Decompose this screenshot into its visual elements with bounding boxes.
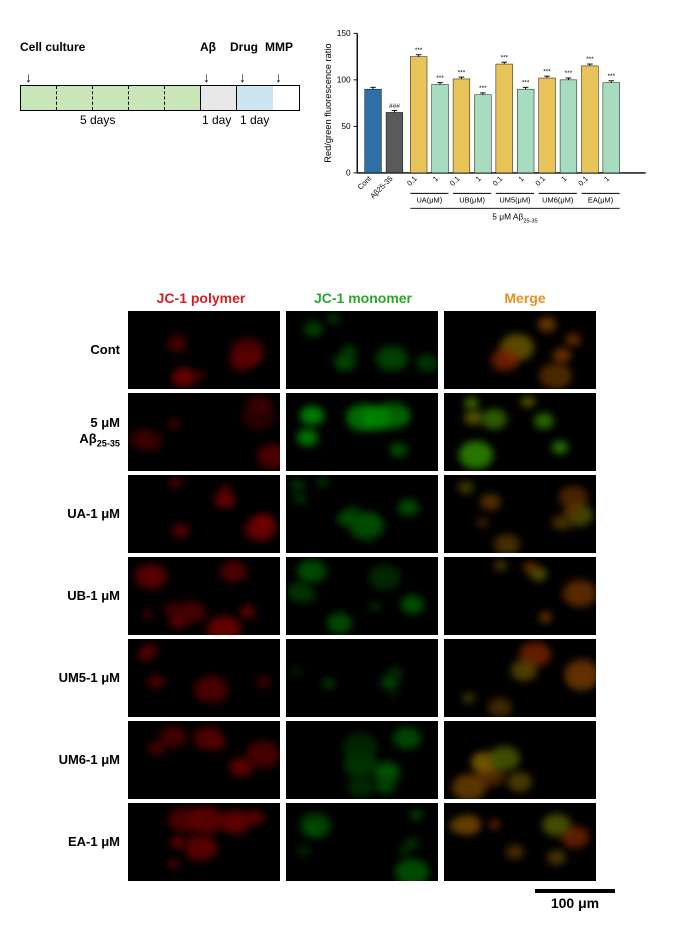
fluorescence-image-grid: JC-1 polymer JC-1 monomer Merge Cont 5 μMAβ… bbox=[20, 290, 655, 911]
row-label: EA-1 μM bbox=[20, 834, 128, 850]
svg-text:0.1: 0.1 bbox=[448, 174, 462, 188]
scale-bar-label: 100 μm bbox=[535, 895, 615, 911]
fluorescence-image bbox=[128, 639, 280, 717]
column-header: Merge bbox=[449, 290, 601, 306]
fluorescence-image bbox=[444, 393, 596, 471]
fluorescence-image bbox=[286, 311, 438, 389]
fluorescence-image bbox=[286, 803, 438, 881]
svg-text:5 μM Aβ25-35: 5 μM Aβ25-35 bbox=[492, 211, 537, 224]
row-label: UA-1 μM bbox=[20, 506, 128, 522]
scale-bar: 100 μm bbox=[535, 889, 615, 911]
image-row: Cont bbox=[20, 311, 655, 389]
image-row: EA-1 μM bbox=[20, 803, 655, 881]
fluorescence-image bbox=[444, 803, 596, 881]
svg-text:100: 100 bbox=[337, 75, 351, 85]
column-header: JC-1 polymer bbox=[125, 290, 277, 306]
fluorescence-image bbox=[444, 721, 596, 799]
fluorescence-image bbox=[128, 393, 280, 471]
row-label: UM5-1 μM bbox=[20, 670, 128, 686]
fluorescence-image bbox=[128, 721, 280, 799]
svg-text:150: 150 bbox=[337, 28, 351, 38]
svg-text:EA(μM): EA(μM) bbox=[588, 196, 614, 205]
svg-text:0.1: 0.1 bbox=[533, 174, 547, 188]
column-headers: JC-1 polymer JC-1 monomer Merge bbox=[125, 290, 655, 306]
timeline-bar bbox=[20, 85, 300, 111]
fluorescence-image bbox=[444, 311, 596, 389]
svg-text:###: ### bbox=[389, 103, 400, 110]
fluorescence-image bbox=[444, 475, 596, 553]
svg-text:UA(μM): UA(μM) bbox=[416, 196, 442, 205]
svg-text:***: *** bbox=[607, 73, 615, 80]
svg-text:***: *** bbox=[500, 54, 508, 61]
timeline-label-cell: Cell culture bbox=[20, 40, 85, 54]
row-label: UM6-1 μM bbox=[20, 752, 128, 768]
svg-text:0: 0 bbox=[346, 168, 351, 178]
svg-text:50: 50 bbox=[341, 121, 351, 131]
svg-text:***: *** bbox=[436, 75, 444, 82]
image-row: UM6-1 μM bbox=[20, 721, 655, 799]
svg-text:1: 1 bbox=[602, 174, 611, 183]
timeline-arrows: ↓ ↓ ↓ ↓ bbox=[20, 70, 300, 85]
row-label: 5 μMAβ25-35 bbox=[20, 415, 128, 449]
image-row: UA-1 μM bbox=[20, 475, 655, 553]
fluorescence-image bbox=[128, 803, 280, 881]
image-row: UB-1 μM bbox=[20, 557, 655, 635]
fluorescence-image bbox=[286, 639, 438, 717]
svg-text:***: *** bbox=[522, 80, 530, 87]
svg-text:1: 1 bbox=[559, 174, 568, 183]
fluorescence-image bbox=[128, 311, 280, 389]
fluorescence-image bbox=[286, 557, 438, 635]
bar-chart: 0 50 100 150 Red/green fluorescence ratio Con… bbox=[320, 20, 655, 270]
timeline-label-mmp: MMP bbox=[265, 40, 293, 54]
fluorescence-image bbox=[128, 557, 280, 635]
top-row: Cell culture Aβ Drug MMP ↓ ↓ ↓ ↓ 5 days … bbox=[20, 20, 655, 270]
column-header: JC-1 monomer bbox=[287, 290, 439, 306]
svg-text:1: 1 bbox=[474, 174, 483, 183]
svg-text:0.1: 0.1 bbox=[576, 174, 590, 188]
timeline-label-drug: Drug bbox=[230, 40, 258, 54]
fluorescence-image bbox=[444, 557, 596, 635]
svg-text:Cont: Cont bbox=[356, 173, 374, 191]
timeline-label-ab: Aβ bbox=[200, 40, 216, 54]
svg-text:UM6(μM): UM6(μM) bbox=[542, 196, 574, 205]
fluorescence-image bbox=[286, 475, 438, 553]
timeline-duration-1day-b: 1 day bbox=[240, 113, 269, 127]
svg-text:***: *** bbox=[586, 56, 594, 63]
svg-text:0.1: 0.1 bbox=[491, 174, 505, 188]
svg-text:1: 1 bbox=[431, 174, 440, 183]
svg-text:Red/green fluorescence ratio: Red/green fluorescence ratio bbox=[323, 43, 333, 162]
svg-text:***: *** bbox=[543, 68, 551, 75]
timeline-duration-5days: 5 days bbox=[80, 113, 115, 127]
image-row: UM5-1 μM bbox=[20, 639, 655, 717]
fluorescence-image bbox=[286, 721, 438, 799]
svg-text:0.1: 0.1 bbox=[405, 174, 419, 188]
svg-text:***: *** bbox=[479, 85, 487, 92]
svg-text:UM5(μM): UM5(μM) bbox=[499, 196, 531, 205]
svg-text:***: *** bbox=[415, 47, 423, 54]
fluorescence-image bbox=[286, 393, 438, 471]
svg-text:1: 1 bbox=[516, 174, 525, 183]
fluorescence-image bbox=[444, 639, 596, 717]
row-label: UB-1 μM bbox=[20, 588, 128, 604]
fluorescence-image bbox=[128, 475, 280, 553]
svg-text:***: *** bbox=[458, 69, 466, 76]
timeline-duration-1day-a: 1 day bbox=[202, 113, 231, 127]
svg-text:UB(μM): UB(μM) bbox=[459, 196, 485, 205]
row-label: Cont bbox=[20, 342, 128, 358]
svg-text:Aβ25-35: Aβ25-35 bbox=[368, 174, 394, 200]
svg-text:***: *** bbox=[565, 70, 573, 77]
timeline-diagram: Cell culture Aβ Drug MMP ↓ ↓ ↓ ↓ 5 days … bbox=[20, 40, 300, 131]
image-row: 5 μMAβ25-35 bbox=[20, 393, 655, 471]
